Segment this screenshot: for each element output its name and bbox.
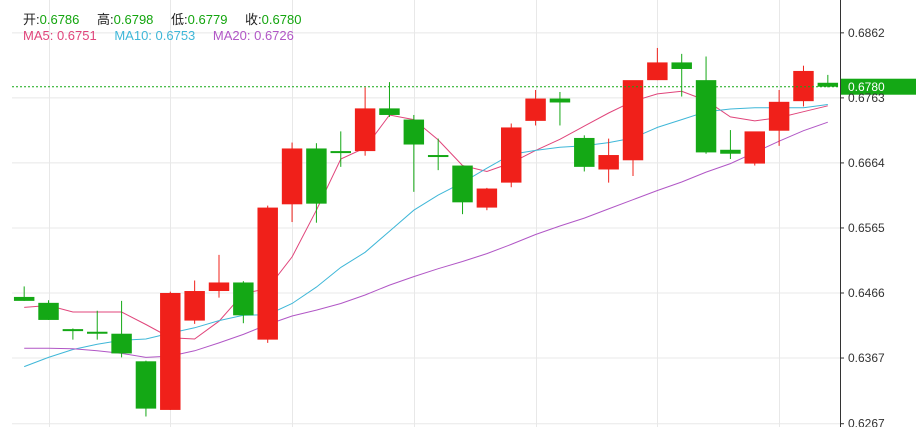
candle [622, 80, 644, 177]
candle [257, 205, 278, 343]
candle [671, 53, 692, 97]
candle-body [257, 207, 278, 340]
ma20-legend: MA20: 0.6726 [212, 28, 294, 43]
candle-body [501, 127, 522, 183]
ma5-legend: MA5: 0.6751 [23, 28, 97, 43]
candle-body [160, 292, 181, 410]
ma20-line [24, 121, 828, 358]
candle-body [403, 119, 425, 145]
candle-body [744, 131, 765, 164]
candle [62, 328, 84, 340]
open-value: 0.6786 [39, 12, 80, 27]
open-label: 开: [23, 12, 40, 27]
candle [793, 65, 814, 107]
low-value: 0.6779 [187, 12, 228, 27]
candle-body [768, 101, 790, 131]
candle [476, 187, 498, 211]
candle-body [330, 151, 351, 154]
current-price-label: 0.6780 [848, 80, 885, 94]
y-tick-label: 0.6367 [848, 351, 885, 365]
candle [598, 138, 619, 183]
candle-body [525, 98, 546, 121]
ma5-line [24, 90, 828, 340]
candle-body [574, 137, 595, 167]
candle [574, 135, 595, 172]
current-price-tag [840, 78, 916, 95]
candle-body [38, 302, 59, 320]
candle [160, 291, 181, 410]
candle [427, 138, 449, 171]
candle [525, 89, 546, 126]
candle [549, 91, 571, 126]
candle-body [647, 62, 668, 81]
current-price-marker: 0.6780 [12, 78, 916, 95]
candle-body [233, 282, 254, 316]
candle [720, 130, 741, 159]
candle [695, 56, 717, 154]
candle-body [87, 331, 108, 334]
close-value: 0.6780 [261, 12, 302, 27]
y-tick-label: 0.6267 [848, 417, 885, 427]
candle [379, 82, 400, 117]
candle-body [452, 165, 473, 203]
candle-body [622, 80, 644, 161]
candle [111, 300, 132, 358]
y-tick-label: 0.6763 [848, 91, 885, 105]
ohlc-legend: 开:0.6786 高:0.6798 低:0.6779 收:0.6780 [23, 9, 315, 28]
candle [647, 47, 668, 81]
low-label: 低: [171, 12, 188, 27]
y-axis: 0.6862 0.6763 0.6664 0.6565 0.6466 0.6367 0.62… [840, 0, 885, 427]
candle-body [184, 291, 205, 321]
candle-body [306, 148, 327, 204]
high-label: 高: [97, 12, 114, 27]
candle [306, 143, 327, 223]
candle-body [62, 329, 84, 332]
moving-average-lines [24, 90, 828, 368]
candle [38, 300, 59, 320]
candle [184, 280, 205, 324]
y-tick-label: 0.6862 [848, 26, 885, 40]
grid [12, 0, 840, 427]
y-tick-label: 0.6565 [848, 221, 885, 235]
candle-body [111, 333, 132, 354]
y-tick-label: 0.6466 [848, 286, 885, 300]
candle-body [427, 155, 449, 158]
candle-body [549, 98, 571, 103]
candles [13, 47, 839, 417]
high-value: 0.6798 [113, 12, 154, 27]
candle-body [598, 155, 619, 170]
candle [354, 87, 376, 156]
candle [330, 131, 351, 167]
candle [281, 142, 303, 223]
candle [135, 360, 157, 417]
ma10-legend: MA10: 0.6753 [114, 28, 196, 43]
candle-body [379, 108, 400, 115]
candle-body [354, 108, 376, 152]
close-label: 收: [245, 12, 262, 27]
candle-body [720, 149, 741, 154]
candle-body [793, 70, 814, 102]
candle [208, 254, 230, 298]
candle [13, 286, 35, 301]
ma10-line [24, 104, 828, 368]
candle-body [476, 188, 498, 208]
candle-body [281, 148, 303, 205]
candle [87, 310, 108, 340]
candle [403, 114, 425, 192]
candle [501, 123, 522, 188]
candle-body [695, 80, 717, 153]
candle [233, 281, 254, 324]
candle-body [135, 361, 157, 409]
ma-legend: MA5: 0.6751 MA10: 0.6753 MA20: 0.6726 [23, 28, 308, 43]
candle-body [817, 82, 839, 87]
y-tick-label: 0.6664 [848, 156, 885, 170]
candle-body [13, 296, 35, 301]
candle [768, 89, 790, 146]
candle-body [671, 62, 692, 69]
candle [817, 74, 839, 88]
candle [452, 165, 473, 215]
candle-body [208, 282, 230, 292]
candle [744, 131, 765, 166]
